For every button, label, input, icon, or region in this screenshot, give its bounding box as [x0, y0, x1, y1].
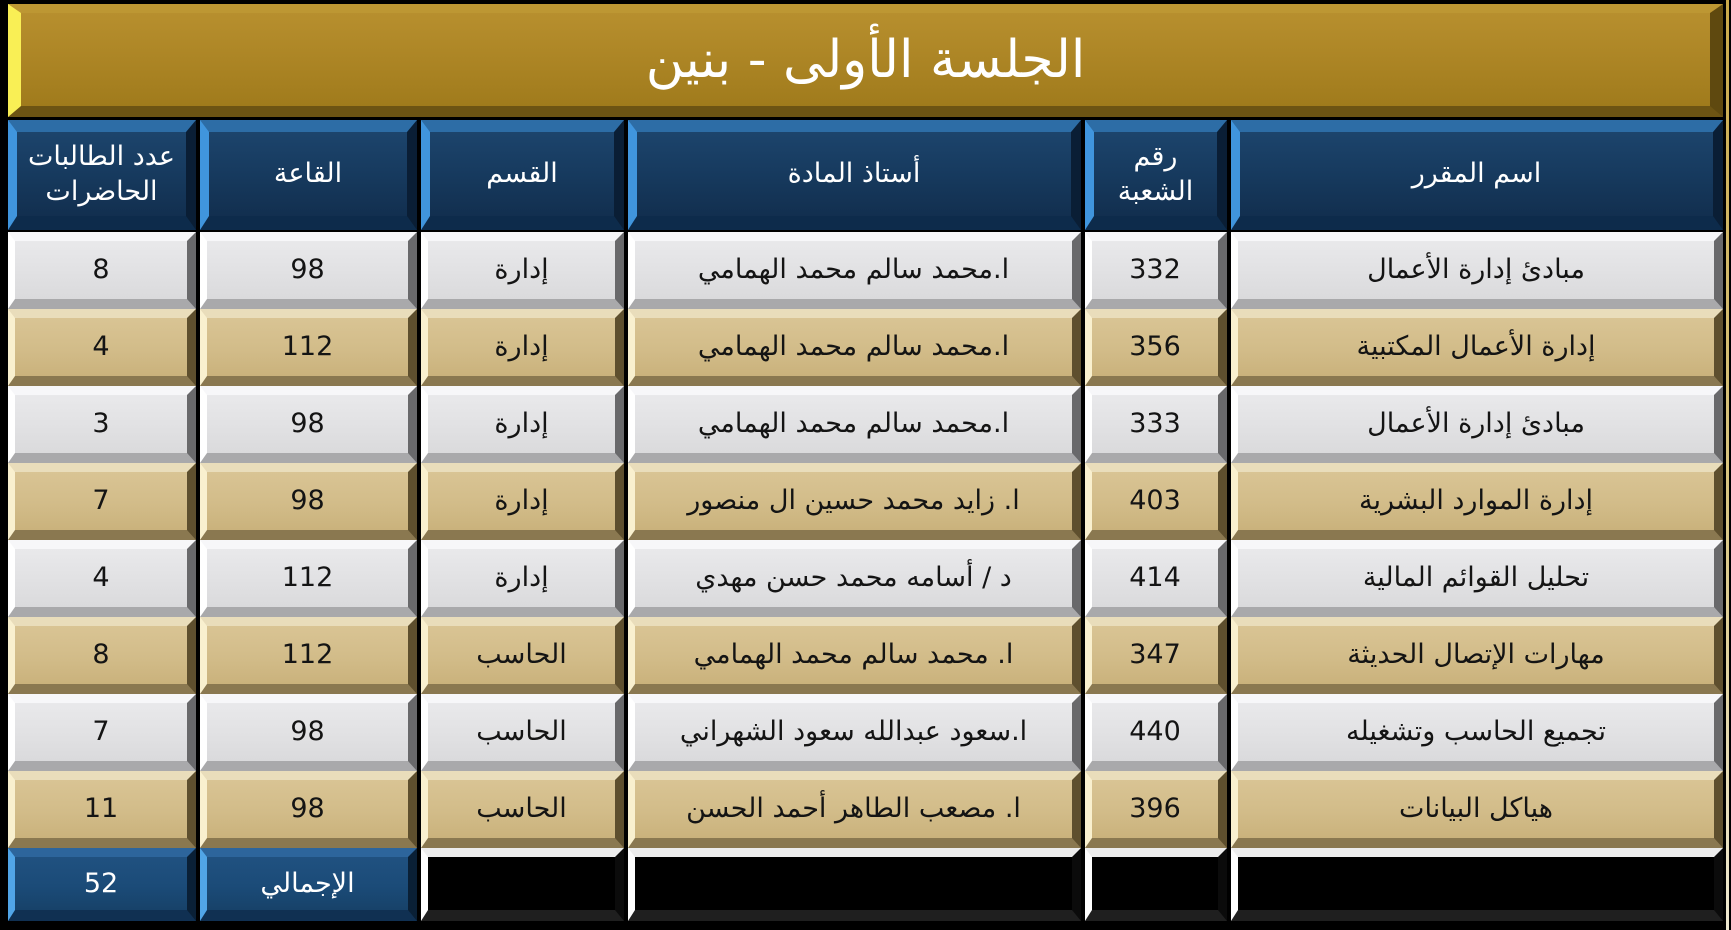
cell-section: 356: [1085, 309, 1227, 386]
cell-course: هياكل البيانات: [1231, 771, 1723, 848]
cell-count: 4: [8, 309, 196, 386]
total-empty-cell: [628, 848, 1081, 921]
cell-instructor: ا. مصعب الطاهر أحمد الحسن: [628, 771, 1081, 848]
total-empty-cell: [1231, 848, 1723, 921]
cell-section: 347: [1085, 617, 1227, 694]
cell-instructor: ا.محمد سالم محمد الهمامي: [628, 232, 1081, 309]
cell-instructor: ا.محمد سالم محمد الهمامي: [628, 386, 1081, 463]
header-cell-hall: القاعة: [200, 120, 417, 230]
header-row: اسم المقرر رقم الشعبة أستاذ المادة القسم الق…: [8, 120, 1723, 230]
cell-instructor: ا.سعود عبدالله سعود الشهراني: [628, 694, 1081, 771]
cell-department: إدارة: [421, 309, 624, 386]
cell-hall: 112: [200, 540, 417, 617]
cell-count: 8: [8, 617, 196, 694]
total-label-cell: الإجمالي: [200, 848, 417, 921]
cell-course: إدارة الموارد البشرية: [1231, 463, 1723, 540]
cell-hall: 112: [200, 309, 417, 386]
cell-hall: 98: [200, 771, 417, 848]
table-row: مبادئ إدارة الأعمال 332 ا.محمد سالم محمد ا…: [8, 232, 1723, 309]
cell-course: مبادئ إدارة الأعمال: [1231, 386, 1723, 463]
cell-course: إدارة الأعمال المكتبية: [1231, 309, 1723, 386]
cell-section: 414: [1085, 540, 1227, 617]
cell-section: 333: [1085, 386, 1227, 463]
total-empty-cell: [1085, 848, 1227, 921]
cell-count: 3: [8, 386, 196, 463]
cell-department: إدارة: [421, 463, 624, 540]
cell-section: 403: [1085, 463, 1227, 540]
cell-instructor: د / أسامه محمد حسن مهدي: [628, 540, 1081, 617]
cell-count: 7: [8, 694, 196, 771]
cell-department: إدارة: [421, 386, 624, 463]
cell-course: تجميع الحاسب وتشغيله: [1231, 694, 1723, 771]
cell-instructor: ا.محمد سالم محمد الهمامي: [628, 309, 1081, 386]
table-row: مهارات الإتصال الحديثة 347 ا. محمد سالم مح…: [8, 617, 1723, 694]
cell-instructor: ا. زايد محمد حسين ال منصور: [628, 463, 1081, 540]
cell-instructor: ا. محمد سالم محمد الهمامي: [628, 617, 1081, 694]
page-title: الجلسة الأولى - بنين: [645, 29, 1086, 90]
cell-department: الحاسب: [421, 771, 624, 848]
cell-course: مبادئ إدارة الأعمال: [1231, 232, 1723, 309]
header-cell-course: اسم المقرر: [1231, 120, 1723, 230]
cell-count: 11: [8, 771, 196, 848]
cell-department: إدارة: [421, 540, 624, 617]
total-count-cell: 52: [8, 848, 196, 921]
title-bar: الجلسة الأولى - بنين: [8, 4, 1723, 117]
table-row: تحليل القوائم المالية 414 د / أسامه محمد ح…: [8, 540, 1723, 617]
cell-department: الحاسب: [421, 617, 624, 694]
schedule-table: اسم المقرر رقم الشعبة أستاذ المادة القسم الق…: [8, 120, 1723, 921]
cell-count: 7: [8, 463, 196, 540]
cell-hall: 112: [200, 617, 417, 694]
header-cell-department: القسم: [421, 120, 624, 230]
header-cell-section: رقم الشعبة: [1085, 120, 1227, 230]
header-cell-instructor: أستاذ المادة: [628, 120, 1081, 230]
cell-section: 396: [1085, 771, 1227, 848]
total-empty-cell: [421, 848, 624, 921]
table-row: إدارة الموارد البشرية 403 ا. زايد محمد حسي…: [8, 463, 1723, 540]
cell-count: 4: [8, 540, 196, 617]
cell-hall: 98: [200, 232, 417, 309]
cell-count: 8: [8, 232, 196, 309]
total-row: الإجمالي 52: [8, 848, 1723, 921]
table-row: مبادئ إدارة الأعمال 333 ا.محمد سالم محمد ا…: [8, 386, 1723, 463]
table-row: إدارة الأعمال المكتبية 356 ا.محمد سالم محم…: [8, 309, 1723, 386]
table-body: مبادئ إدارة الأعمال 332 ا.محمد سالم محمد ا…: [8, 232, 1723, 848]
cell-hall: 98: [200, 386, 417, 463]
cell-course: مهارات الإتصال الحديثة: [1231, 617, 1723, 694]
cell-section: 440: [1085, 694, 1227, 771]
header-cell-count: عدد الطالبات الحاضرات: [8, 120, 196, 230]
cell-section: 332: [1085, 232, 1227, 309]
cell-hall: 98: [200, 694, 417, 771]
cell-hall: 98: [200, 463, 417, 540]
cell-department: الحاسب: [421, 694, 624, 771]
table-row: هياكل البيانات 396 ا. مصعب الطاهر أحمد الح…: [8, 771, 1723, 848]
cell-course: تحليل القوائم المالية: [1231, 540, 1723, 617]
cell-department: إدارة: [421, 232, 624, 309]
table-row: تجميع الحاسب وتشغيله 440 ا.سعود عبدالله سع…: [8, 694, 1723, 771]
